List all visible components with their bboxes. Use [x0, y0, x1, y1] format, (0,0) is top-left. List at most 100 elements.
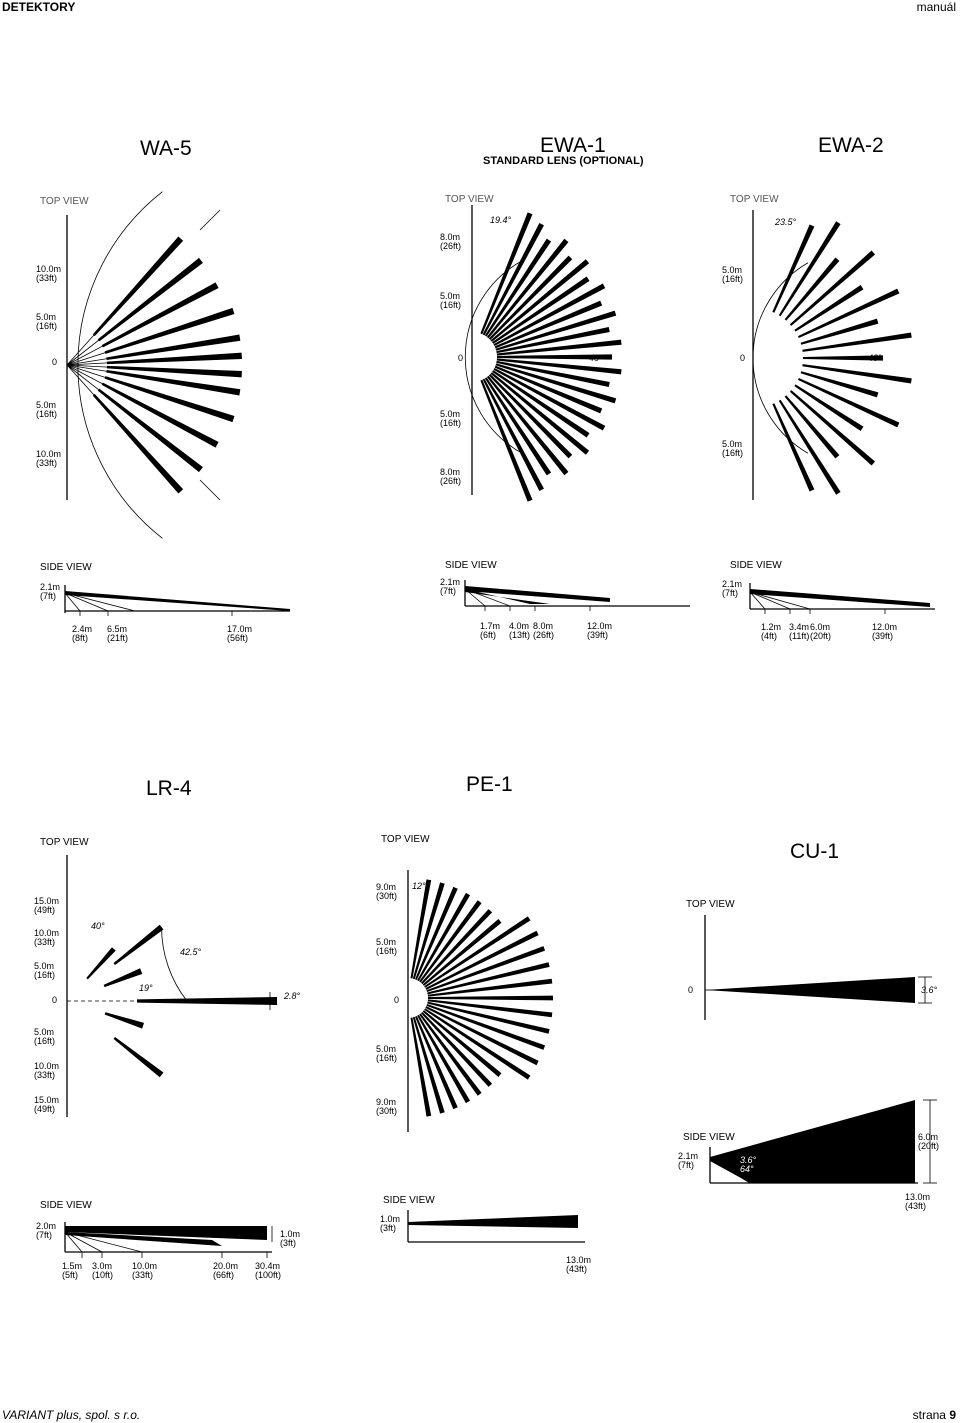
pe1-beam-20: [421, 1011, 493, 1087]
ewa1-side-height: 2.1m (7ft): [440, 577, 461, 596]
lr4-beam-lower: [113, 1036, 164, 1078]
pe1-beam-10: [426, 946, 546, 993]
ewa2-label-5m-top: 5.0m (16ft): [722, 265, 744, 284]
wa5-beam-4: [104, 307, 235, 354]
ewa2-beam-2: [778, 221, 841, 317]
header-manual-label: manuál: [916, 0, 956, 14]
wa5-beam-6: [106, 352, 242, 365]
ewa2-angle-label: 23.5°: [775, 217, 797, 227]
cu1-side-ray: [709, 1157, 751, 1184]
lr4-label-5m-bottom: 5.0m (16ft): [34, 1027, 56, 1046]
ewa1-beam-1: [480, 212, 533, 335]
pe1-beam-18: [424, 1008, 531, 1080]
ewa2-beam-16: [778, 399, 841, 495]
pe1-beam-2: [412, 882, 445, 980]
wa5-beam-7: [106, 365, 242, 378]
ewa1-beam-19: [492, 370, 590, 438]
wa5-side-ray-2: [64, 592, 109, 612]
lr4-angle-42-5: 42.5°: [180, 947, 202, 957]
ewa1-label-5m-top: 5.0m (16ft): [440, 291, 462, 310]
lr4-label-zero: 0: [52, 995, 58, 1005]
ewa2-beam-17: [772, 403, 815, 492]
pe1-beam-25: [410, 1017, 432, 1117]
ewa1-beam-15: [496, 360, 610, 388]
pe1-label-9m-top: 9.0m (30ft): [376, 882, 398, 901]
ewa1-beam-13: [497, 354, 612, 360]
wa5-beam-origin-8: [66, 364, 127, 375]
cu1-title: CU-1: [790, 840, 840, 863]
wa5-beam-origin-7: [66, 364, 127, 369]
pe1-beam-1: [410, 879, 432, 979]
wa5-arc-tick-bottom: [199, 479, 221, 501]
ewa1-beam-4: [486, 238, 569, 339]
lr4-beam-upper: [113, 924, 164, 966]
footer-page-label: strana: [912, 1408, 946, 1422]
lr4-label-5m-top: 5.0m (16ft): [34, 961, 56, 980]
ewa2-beam-8: [802, 332, 912, 352]
lr4-side-right-height: 1.0m (3ft): [280, 1229, 301, 1248]
wa5-side-dist-1: 2.4m (8ft): [72, 624, 93, 643]
ewa2-label-zero: 0: [740, 353, 746, 363]
ewa1-label-8m-bottom: 8.0m (26ft): [440, 467, 462, 486]
cu1-top-view-diagram: [704, 915, 932, 1020]
wa5-label-10m-top: 10.0m (33ft): [36, 264, 62, 283]
lr4-angle-19: 19°: [139, 983, 153, 993]
wa5-label-5m-bottom: 5.0m (16ft): [36, 400, 58, 419]
ewa1-side-ray-2: [464, 588, 511, 607]
pe1-top-view-diagram: [407, 870, 553, 1132]
pe1-beam-14: [427, 999, 553, 1018]
ewa1-beam-11: [496, 326, 610, 354]
wa5-range-arc: [77, 191, 163, 539]
ewa2-side-ray-2: [749, 591, 791, 610]
ewa2-beam-10: [802, 364, 912, 384]
wa5-beam-origin-4: [66, 346, 125, 366]
ewa2-beam-1: [772, 224, 815, 313]
footer-page-number: 9: [949, 1408, 956, 1422]
lr4-side-ray-3: [64, 1231, 143, 1253]
wa5-side-beam-main: [65, 591, 290, 611]
lr4-angle-40: 40°: [91, 921, 105, 931]
ewa1-range-arc: [464, 259, 524, 455]
ewa1-side-ray-1: [464, 588, 486, 607]
ewa1-beam-18: [493, 367, 606, 431]
pe1-label-5m-top: 5.0m (16ft): [376, 937, 398, 956]
ewa1-beam-16: [495, 363, 617, 404]
cu1-side-right-height: 6.0m (20ft): [918, 1132, 940, 1151]
pe1-side-distance: 13.0m (43ft): [566, 1255, 592, 1274]
lr4-label-10m-bottom: 10.0m (33ft): [34, 1061, 60, 1080]
wa5-beam-origin-11: [66, 364, 115, 403]
ewa1-beam-5: [488, 255, 573, 340]
lr4-side-dist-1: 1.5m (5ft): [62, 1261, 83, 1280]
footer-page: strana 9: [913, 1408, 956, 1422]
lr4-side-dist-2: 3.0m (10ft): [92, 1261, 114, 1280]
ewa2-side-beam-main: [750, 589, 930, 607]
wa5-label-5m-top: 5.0m (16ft): [36, 312, 58, 331]
ewa1-label-8m-top: 8.0m (26ft): [440, 232, 462, 251]
wa5-beam-origin-1: [66, 320, 108, 366]
ewa1-beam-12: [496, 339, 622, 356]
lr4-label-10m-top: 10.0m (33ft): [34, 928, 60, 947]
wa5-beam-origin-3: [66, 336, 121, 366]
wa5-beam-1: [92, 236, 184, 337]
ewa2-top-view-label: TOP VIEW: [730, 194, 779, 205]
ewa1-beam-17: [494, 365, 603, 414]
ewa2-side-dist-1: 1.2m (4ft): [761, 622, 782, 641]
pe1-beam-22: [417, 1014, 471, 1104]
lr4-label-15m-top: 15.0m (49ft): [34, 896, 60, 915]
wa5-side-ray-3: [64, 592, 136, 612]
ewa1-side-view-label: SIDE VIEW: [445, 560, 497, 571]
wa5-side-dist-3: 17.0m (56ft): [227, 624, 253, 643]
ewa2-side-dist-2: 3.4m (11ft): [789, 622, 810, 641]
ewa2-beam-9: [803, 355, 883, 361]
ewa1-subtitle: STANDARD LENS (OPTIONAL): [483, 155, 644, 167]
ewa2-beam-12: [797, 377, 900, 428]
ewa1-beam-10: [495, 310, 617, 351]
wa5-top-view-label: TOP VIEW: [40, 196, 89, 207]
pe1-beam-15: [427, 1001, 550, 1034]
lr4-side-beam-mid: [65, 1232, 222, 1246]
cu1-top-angle: 3.6°: [921, 985, 938, 995]
ewa2-label-5m-bottom: 5.0m (16ft): [722, 439, 744, 458]
lr4-label-15m-bottom: 15.0m (49ft): [34, 1095, 60, 1114]
lr4-beam-upper-short: [86, 947, 116, 980]
ewa1-side-view-diagram: [464, 580, 690, 611]
